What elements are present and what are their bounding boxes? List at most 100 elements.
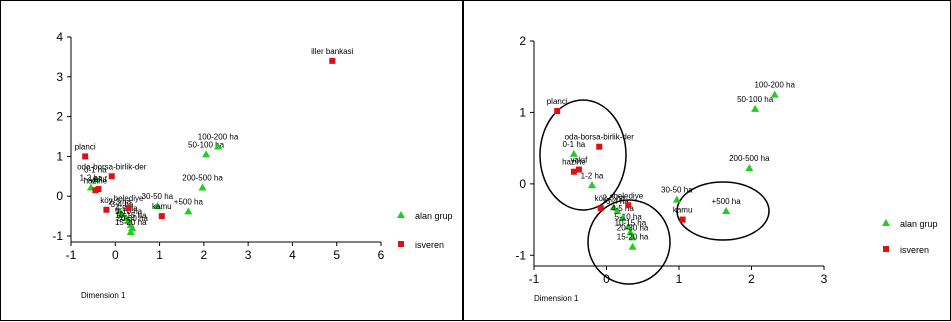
alan-grup-point — [745, 164, 754, 172]
isveren-point — [625, 202, 632, 209]
x-tick-label: 5 — [333, 248, 340, 262]
point-label: köy — [594, 194, 606, 203]
point-label: planci — [75, 142, 96, 151]
x-tick-label: 2 — [201, 248, 208, 262]
point-label: vakıf — [90, 175, 108, 184]
alan-grup-point — [202, 150, 211, 158]
y-tick-label: -1 — [515, 248, 526, 262]
point-label: 50-100 ha — [737, 95, 774, 104]
cluster-circle-annotation — [587, 199, 671, 285]
point-label: 2-3 ha — [602, 193, 625, 202]
legend-isveren-marker — [883, 246, 889, 252]
point-label: belediye — [114, 194, 144, 203]
x-tick-label: 4 — [289, 248, 296, 262]
x-tick-label: -1 — [529, 272, 540, 286]
x-axis-title: Dimension 1 — [81, 291, 126, 300]
point-label: 30-50 ha — [661, 186, 693, 195]
alan-grup-point — [214, 142, 223, 150]
point-label: 200-500 ha — [729, 154, 770, 163]
alan-grup-point — [624, 222, 633, 230]
alan-grup-point — [91, 175, 100, 183]
x-tick-label: 6 — [378, 248, 385, 262]
y-tick-label: 4 — [56, 30, 63, 44]
x-tick-label: -1 — [66, 248, 77, 262]
y-tick-label: 3 — [56, 70, 63, 84]
isveren-point — [95, 186, 102, 193]
point-label: 15-20 ha — [115, 218, 147, 227]
x-tick-label: 1 — [156, 248, 163, 262]
y-tick-label: 1 — [519, 105, 526, 119]
right-scatter-chart: -1 0 1 2 -1 0 1 2 3 0-1 ha 1-2 ha 2-3 ha3-4 ha4-5 h… — [515, 34, 938, 303]
isveren-point — [575, 166, 582, 173]
isveren-point — [554, 108, 561, 114]
isveren-point — [570, 168, 577, 175]
alan-grup-point — [126, 228, 135, 236]
point-label: 200-500 ha — [182, 173, 223, 182]
left-scatter-chart: -1 0 1 2 3 4 -1 0 1 2 3 4 5 6 0-1 ha1-2 ha 2-3 ha3-4 ha… — [52, 30, 452, 300]
y-tick-label: -1 — [52, 229, 63, 243]
x-tick-label: 0 — [112, 248, 119, 262]
alan-grup-point — [153, 202, 162, 210]
point-label: 30-50 ha — [142, 192, 174, 201]
cluster-circle-annotation — [676, 181, 770, 241]
alan-grup-point — [613, 207, 622, 214]
alan-grup-point — [569, 149, 578, 157]
point-label: 100-200 ha — [198, 132, 239, 141]
legend-alan-grup-marker — [882, 219, 890, 226]
point-label: hazine — [84, 176, 108, 185]
point-label: 1-2 ha — [581, 171, 604, 180]
point-label: 10-15 ha — [615, 218, 647, 227]
x-tick-label: 2 — [748, 272, 755, 286]
point-label: kamu — [152, 202, 172, 211]
right-chart-panel: -1 0 1 2 -1 0 1 2 3 0-1 ha 1-2 ha 2-3 ha 3-4 ha 4-5 h… — [463, 0, 951, 321]
y-tick-label: 0 — [56, 189, 63, 203]
alan-grup-point — [198, 183, 207, 191]
point-label: 15-20 ha — [617, 233, 649, 242]
point-label: 5-10 ha — [615, 213, 643, 222]
alan-grup-point — [751, 104, 760, 112]
point-label: 20-30 ha — [116, 214, 148, 223]
point-label: 50-100 ha — [188, 140, 225, 149]
point-label: 0-1 ha — [563, 140, 586, 149]
point-label: +500 ha — [174, 197, 204, 206]
legend-alan-grup-label: alan grup — [900, 219, 938, 229]
left-chart-panel: -1 0 1 2 3 4 -1 0 1 2 3 4 5 6 0-1 ha 1-2 ha 2-3 ha 3-4 ha… — [0, 0, 463, 321]
isveren-point — [103, 206, 110, 213]
alan-grup-point — [609, 203, 618, 211]
point-label: 5-10 ha — [115, 207, 143, 216]
point-label: 3-4 ha — [111, 200, 134, 209]
point-label: 100-200 ha — [754, 81, 795, 90]
y-tick-label: 2 — [519, 34, 526, 48]
isveren-point — [329, 57, 336, 64]
alan-grup-point — [588, 181, 596, 189]
isveren-point — [597, 205, 604, 212]
point-label: vakıf — [570, 156, 588, 165]
point-label: planci — [547, 97, 568, 106]
x-tick-label: 0 — [603, 272, 610, 286]
isveren-point — [108, 173, 115, 180]
alan-grup-point — [628, 242, 637, 250]
y-tick-label: 2 — [56, 110, 63, 124]
point-label: +500 ha — [712, 197, 742, 206]
y-tick-label: 0 — [519, 177, 526, 191]
x-axis-title: Dimension 1 — [534, 294, 579, 303]
cluster-circle-annotation — [539, 99, 627, 211]
isveren-point — [679, 216, 686, 223]
point-label: hazine — [562, 158, 586, 167]
isveren-point — [158, 213, 165, 220]
legend-isveren-label: isveren — [415, 240, 444, 250]
point-label: iller bankasi — [311, 47, 353, 56]
alan-grup-point — [117, 210, 126, 218]
point-label: 1-2 ha — [80, 173, 103, 182]
alan-grup-point — [626, 228, 635, 236]
x-tick-label: 3 — [821, 272, 828, 286]
alan-grup-point — [618, 214, 627, 222]
y-tick-label: 1 — [56, 149, 63, 163]
point-label: 20-30 ha — [617, 223, 649, 232]
alan-grup-point — [628, 233, 637, 241]
point-label: 4-5 ha — [611, 204, 634, 213]
isveren-point — [125, 205, 132, 212]
point-label: 2-3 ha — [108, 197, 131, 206]
point-label: oda-borsa-birlik-der — [77, 162, 147, 171]
point-label: oda-borsa-birlik-der — [565, 133, 635, 142]
